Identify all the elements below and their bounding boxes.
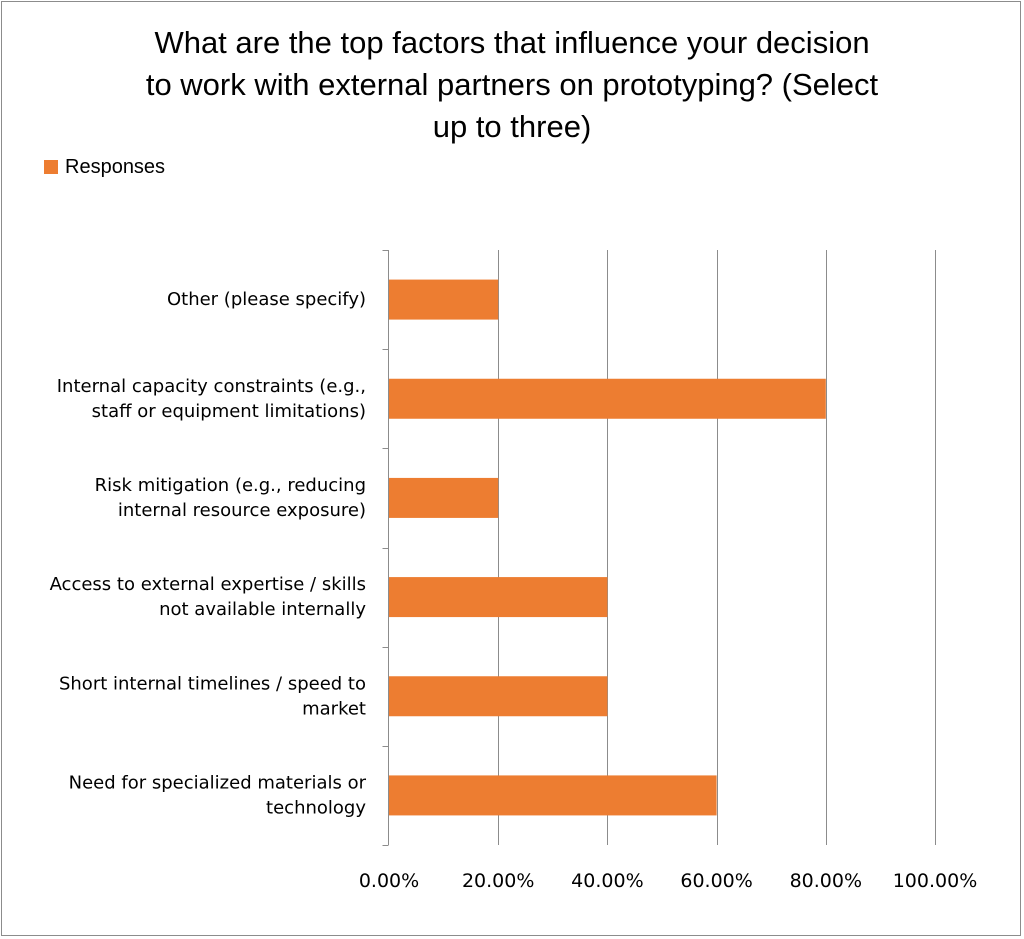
legend: Responses	[44, 154, 165, 180]
category-label: not available internally	[159, 599, 366, 620]
bar	[389, 775, 717, 816]
bar	[389, 676, 608, 717]
legend-swatch	[44, 160, 58, 174]
category-label: Access to external expertise / skills	[50, 574, 366, 595]
bar	[389, 577, 608, 618]
bar	[389, 378, 826, 419]
chart-title-line: What are the top factors that influence …	[154, 25, 870, 60]
category-label: Risk mitigation (e.g., reducing	[95, 475, 366, 496]
category-label: Other (please specify)	[167, 289, 366, 310]
category-label: Need for specialized materials or	[69, 772, 367, 793]
chart-title-line: up to three)	[432, 109, 592, 144]
category-label: Short internal timelines / speed to	[59, 673, 366, 694]
bar	[389, 477, 499, 518]
x-tick-label: 80.00%	[790, 870, 862, 892]
x-tick-label: 0.00%	[359, 870, 419, 892]
chart-title-line: to work with external partners on protot…	[145, 67, 879, 102]
legend-label: Responses	[65, 155, 166, 178]
category-label: market	[302, 698, 366, 719]
chart-title: What are the top factors that influence …	[60, 22, 964, 148]
category-label: staff or equipment limitations)	[92, 401, 366, 422]
category-label: internal resource exposure)	[118, 500, 366, 521]
grid-layer	[498, 250, 936, 845]
bar	[389, 279, 499, 320]
x-tick-label: 40.00%	[571, 870, 643, 892]
x-tick-label: 100.00%	[893, 870, 978, 892]
x-tick-label: 20.00%	[462, 870, 534, 892]
bar-layer	[389, 279, 826, 816]
category-label: technology	[266, 797, 366, 818]
label-layer: Other (please specify) Internal capacity …	[50, 289, 978, 892]
axis-layer	[382, 250, 389, 846]
x-tick-label: 60.00%	[680, 870, 752, 892]
category-label: Internal capacity constraints (e.g.,	[57, 376, 366, 397]
